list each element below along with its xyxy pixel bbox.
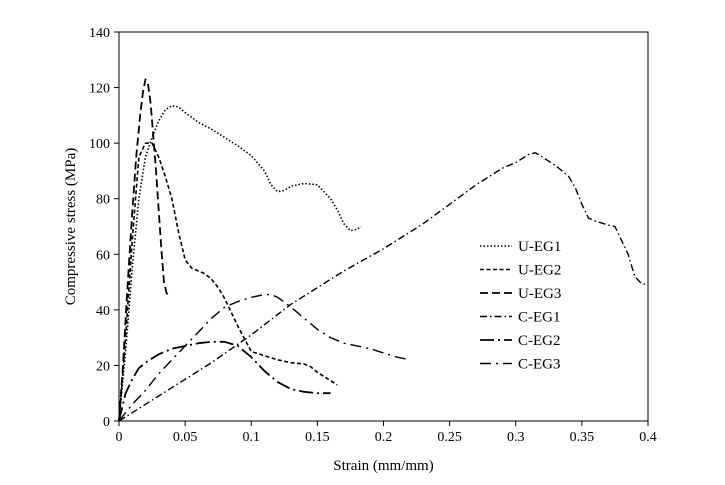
legend: U-EG1 U-EG2 U-EG3 C-EG1 C-EG2 C-EG3 [480, 239, 561, 373]
y-tick-label: 60 [96, 248, 110, 263]
y-tick-label: 40 [96, 304, 110, 319]
series-line-u-eg2 [118, 142, 338, 422]
legend-label-u-eg2: U-EG2 [518, 263, 561, 279]
plot-area: 0 0.05 0.1 0.15 0.2 0.25 0.3 0.35 0.4 0 20 40 60 80 10… [89, 26, 657, 445]
series-line-u-eg1 [118, 104, 362, 422]
x-tick-label: 0.1 [243, 430, 261, 445]
y-tick-label: 20 [96, 359, 110, 374]
x-tick-label: 0 [116, 430, 123, 445]
series-line-u-eg3 [118, 78, 170, 422]
y-tick-label: 120 [89, 82, 110, 97]
y-tick-label: 100 [89, 137, 110, 152]
x-tick-label: 0.35 [570, 430, 595, 445]
x-tick-label: 0.05 [173, 430, 198, 445]
series-line-c-eg3 [118, 293, 411, 422]
series-line-c-eg1 [118, 152, 649, 422]
x-axis-title: Strain (mm/mm) [333, 458, 433, 474]
x-tick-label: 0.3 [507, 430, 525, 445]
series-line-c-eg2 [118, 340, 331, 422]
plot-frame [118, 31, 649, 422]
y-tick-label: 0 [103, 415, 110, 430]
x-tick-label: 0.2 [375, 430, 393, 445]
legend-label-u-eg1: U-EG1 [518, 239, 561, 255]
x-tick-label: 0.25 [437, 430, 462, 445]
y-axis-title: Compressive stress (MPa) [63, 148, 79, 306]
x-tick-label: 0.4 [639, 430, 657, 445]
legend-label-c-eg2: C-EG2 [518, 333, 561, 349]
legend-label-u-eg3: U-EG3 [518, 286, 561, 302]
x-tick-label: 0.15 [305, 430, 330, 445]
legend-label-c-eg3: C-EG3 [518, 357, 561, 373]
legend-label-c-eg1: C-EG1 [518, 310, 561, 326]
y-tick-label: 80 [96, 193, 110, 208]
y-tick-label: 140 [89, 26, 110, 41]
